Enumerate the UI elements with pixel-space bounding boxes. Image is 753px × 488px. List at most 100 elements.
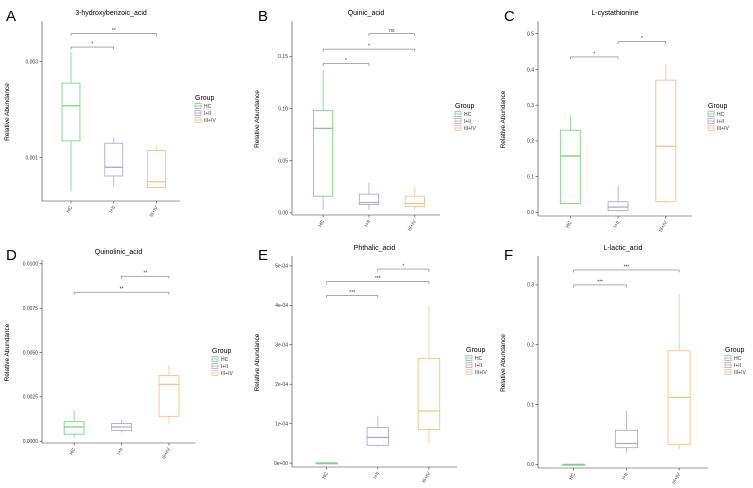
panel-title: L-cystathionine	[591, 10, 638, 17]
legend-entry-hc: HC	[717, 112, 725, 118]
y-tick-label: 0.15	[278, 54, 288, 60]
significance-label: *	[641, 36, 643, 42]
box-iqr	[655, 79, 677, 203]
legend-title: Group	[195, 95, 215, 102]
significance-label: ***	[375, 276, 381, 282]
legend-title: Group	[466, 347, 486, 354]
significance-label: *	[368, 44, 370, 50]
y-tick-label: 0e+00	[274, 461, 288, 467]
legend-entry-i-ii: I+II	[734, 363, 741, 369]
y-tick-label: 2e-04	[275, 382, 288, 388]
x-tick-label-iii-iv: III+IV	[421, 470, 432, 484]
y-tick-label: 0.0	[527, 462, 534, 468]
panel-f: F L-lactic_acid Relative Abundance 0.0 0.1 0.…	[500, 245, 746, 485]
box-iii-iv	[417, 305, 441, 444]
legend-entry-i-ii: I+II	[717, 119, 724, 125]
panel-letter: A	[6, 8, 16, 25]
legend-entry-iii-iv: III+IV	[204, 118, 216, 124]
significance-label: *	[593, 51, 595, 57]
panel-letter: E	[258, 247, 268, 264]
x-tick-label-hc: HC	[565, 220, 574, 230]
x-tick-label-iii-iv: III+IV	[407, 218, 418, 232]
significance-label: ns	[389, 28, 395, 34]
box-iqr	[104, 142, 124, 177]
box-iqr	[559, 129, 581, 204]
x-tick-label-iii-iv: III+IV	[658, 219, 669, 233]
panel-letter: D	[6, 247, 17, 264]
box-iqr	[366, 427, 389, 446]
panel-a: A 3-hydroxybenzoic_acid Relative Abundance…	[4, 8, 216, 218]
x-tick-label-hc: HC	[65, 205, 74, 215]
y-axis-label: Relative Abundance	[500, 90, 507, 148]
legend-entry-hc: HC	[734, 356, 742, 362]
box-iqr	[63, 421, 85, 435]
y-tick-label: 0.10	[278, 106, 288, 112]
y-tick-label: 0.0075	[23, 306, 39, 312]
significance-label: *	[345, 58, 347, 64]
significance-label: **	[120, 287, 124, 293]
panel-letter: C	[504, 8, 515, 25]
box-iqr	[358, 193, 380, 206]
y-tick-label: 0.2	[527, 139, 534, 145]
box-i-ii	[104, 137, 124, 187]
legend-entry-hc: HC	[204, 104, 212, 110]
box-i-ii	[614, 410, 638, 453]
y-tick-label: 0.5	[527, 32, 534, 38]
x-tick-label-hc: HC	[321, 471, 330, 481]
significance-bracket: **	[121, 271, 170, 279]
legend-entry-i-ii: I+II	[464, 119, 471, 125]
significance-bracket: ***	[326, 276, 430, 285]
y-tick-label: 0.1	[527, 174, 534, 180]
x-tick-label-hc: HC	[317, 219, 326, 229]
panel-title: Phthalic_acid	[354, 245, 396, 252]
y-tick-label: 0.3	[527, 283, 534, 289]
legend-entry-i-ii: I+II	[475, 363, 482, 369]
box-iqr	[404, 195, 425, 208]
panel-letter: B	[258, 8, 268, 25]
x-tick-label-i-ii: I+II	[108, 205, 117, 214]
box-hc	[63, 411, 85, 438]
box-i-ii	[366, 415, 389, 448]
x-tick-label-hc: HC	[69, 447, 78, 457]
y-axis-label: Relative Abundance	[254, 333, 261, 391]
x-tick-label-i-ii: I+II	[116, 447, 125, 456]
legend-entry-iii-iv: III+IV	[717, 126, 729, 132]
box-iqr	[313, 110, 334, 197]
box-i-ii	[358, 182, 380, 210]
legend-title: Group	[212, 348, 232, 355]
box-iqr	[61, 82, 81, 142]
y-tick-label: 0.05	[278, 159, 288, 165]
y-tick-label: 3e-04	[275, 343, 288, 349]
legend-entry-hc: HC	[221, 357, 229, 363]
y-tick-label: 0.001	[25, 156, 38, 162]
significance-bracket: *	[377, 264, 430, 272]
y-tick-label: 1e-04	[275, 421, 288, 427]
legend-entry-iii-iv: III+IV	[221, 371, 233, 377]
x-tick-label-iii-iv: III+IV	[671, 471, 682, 485]
legend-entry-iii-iv: III+IV	[464, 126, 476, 132]
box-hc	[313, 69, 334, 210]
y-axis-label: Relative Abundance	[4, 83, 11, 141]
significance-label: **	[112, 28, 116, 34]
significance-bracket: ***	[573, 279, 627, 288]
y-tick-label: 0.0000	[23, 439, 39, 445]
box-iii-iv	[667, 293, 691, 450]
panel-d: D Quinolinic_acid Relative Abundance 0.0000…	[4, 247, 233, 460]
box-hc	[562, 463, 586, 466]
box-iqr	[417, 358, 441, 430]
legend-entry-i-ii: I+II	[204, 111, 211, 117]
box-iii-iv	[655, 64, 677, 204]
y-axis-label: Relative Abundance	[4, 323, 11, 381]
significance-bracket: **	[70, 28, 157, 37]
box-hc	[559, 115, 581, 204]
y-tick-label: 0.1	[527, 402, 534, 408]
panel-c: C L-cystathionine Relative Abundance 0.0 0.1…	[500, 8, 729, 233]
panel-title: L-lactic_acid	[604, 245, 643, 252]
legend-entry-iii-iv: III+IV	[475, 370, 487, 376]
x-tick-label-iii-iv: III+IV	[161, 446, 172, 460]
significance-label: *	[402, 264, 404, 270]
